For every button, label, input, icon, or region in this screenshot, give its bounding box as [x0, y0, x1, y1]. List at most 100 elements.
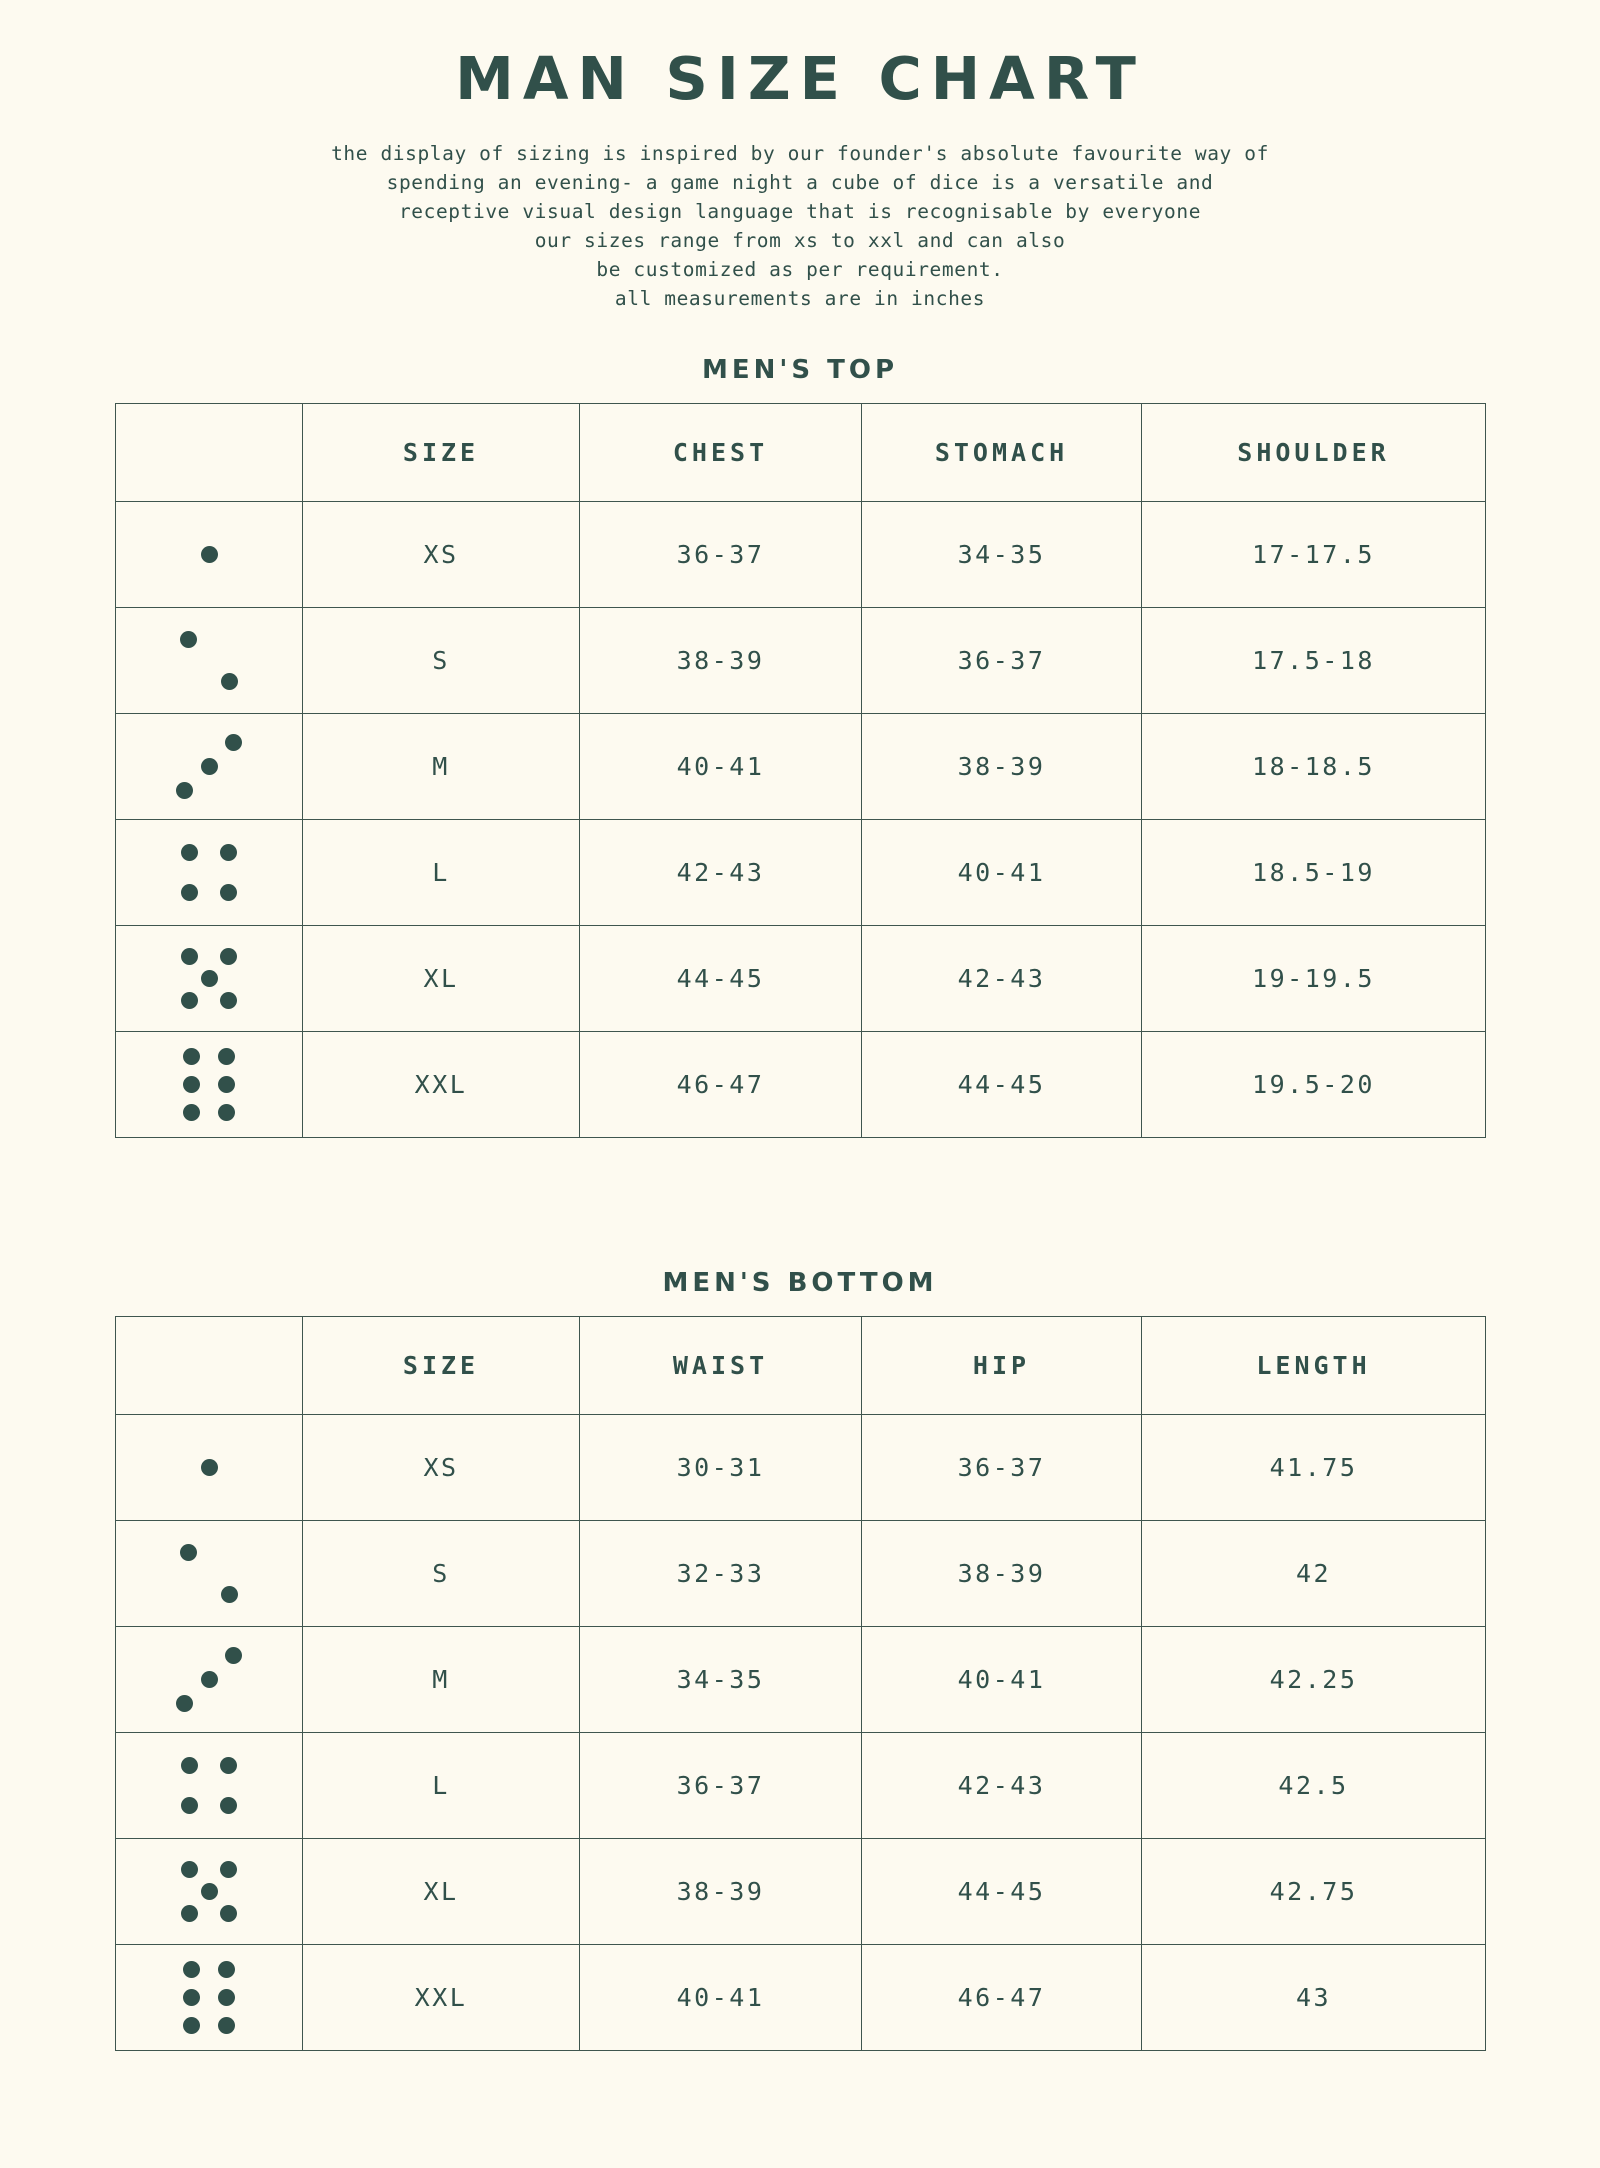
dice-pip [183, 2016, 201, 2034]
intro-line: receptive visual design language that is… [398, 200, 1202, 223]
table-row: L 42-43 40-41 18.5-19 [115, 819, 1486, 926]
measurement-cell: 36-37 [579, 501, 862, 608]
dice-pip [224, 733, 242, 751]
column-header-shoulder: SHOULDER [1141, 403, 1486, 502]
column-header-size: SIZE [302, 1316, 580, 1415]
dice-cell [115, 713, 303, 820]
measurement-cell: 46-47 [579, 1031, 862, 1138]
table-header-row: SIZE CHEST STOMACH SHOULDER [115, 403, 1486, 502]
measurement-cell: 44-45 [861, 1838, 1142, 1945]
section-title-bottom: MEN'S BOTTOM [662, 1268, 938, 1298]
dice-cell [115, 1031, 303, 1138]
table-spacer [115, 1138, 1485, 1268]
dice-pip [180, 1905, 198, 1923]
measurement-cell: 18-18.5 [1141, 713, 1486, 820]
size-cell: S [302, 607, 580, 714]
measurement-cell: 42.75 [1141, 1838, 1486, 1945]
dice-cell [115, 1732, 303, 1839]
dice-pip [180, 1757, 198, 1775]
intro-line: our sizes range from xs to xxl and can a… [534, 229, 1066, 252]
table-row: XXL 46-47 44-45 19.5-20 [115, 1031, 1486, 1138]
dice-pip [220, 947, 238, 965]
measurement-cell: 36-37 [579, 1732, 862, 1839]
intro-line: be customized as per requirement. [596, 258, 1004, 281]
section-title-top: MEN'S TOP [701, 355, 899, 385]
measurement-cell: 42.25 [1141, 1626, 1486, 1733]
size-cell: M [302, 713, 580, 820]
dice-pip [200, 1671, 218, 1688]
measurement-cell: 19.5-20 [1141, 1031, 1486, 1138]
dice-pip [220, 883, 238, 901]
dice-pip [200, 758, 218, 775]
measurement-cell: 38-39 [861, 1520, 1142, 1627]
dice-face-1 [166, 512, 252, 598]
dice-cell [115, 1520, 303, 1627]
dice-pip [179, 1544, 197, 1562]
column-header-size: SIZE [302, 403, 580, 502]
dice-pip [183, 1961, 201, 1979]
dice-face-2 [166, 618, 252, 704]
table-row: XXL 40-41 46-47 43 [115, 1944, 1486, 2051]
size-cell: XL [302, 1838, 580, 1945]
measurement-cell: 38-39 [861, 713, 1142, 820]
column-header-waist: WAIST [579, 1316, 862, 1415]
measurement-cell: 42-43 [861, 1732, 1142, 1839]
measurement-cell: 40-41 [579, 713, 862, 820]
measurement-cell: 42 [1141, 1520, 1486, 1627]
dice-cell [115, 607, 303, 714]
dice-pip [179, 631, 197, 649]
size-cell: M [302, 1626, 580, 1733]
table-row: S 38-39 36-37 17.5-18 [115, 607, 1486, 714]
dice-pip [217, 1989, 235, 2006]
measurement-cell: 43 [1141, 1944, 1486, 2051]
dice-pip [183, 1103, 201, 1121]
size-cell: L [302, 1732, 580, 1839]
dice-pip [200, 546, 218, 563]
measurement-cell: 18.5-19 [1141, 819, 1486, 926]
table-row: S 32-33 38-39 42 [115, 1520, 1486, 1627]
dice-pip [217, 1961, 235, 1979]
intro-line: spending an evening- a game night a cube… [386, 171, 1214, 194]
dice-face-5 [166, 936, 252, 1022]
size-cell: XXL [302, 1031, 580, 1138]
intro-line: all measurements are in inches [614, 287, 986, 310]
dice-face-3 [166, 724, 252, 810]
dice-pip [224, 1646, 242, 1664]
measurement-cell: 40-41 [861, 1626, 1142, 1733]
dice-face-3 [166, 1637, 252, 1723]
dice-face-6 [166, 1042, 252, 1128]
dice-face-5 [166, 1849, 252, 1935]
dice-pip [200, 970, 218, 987]
dice-pip [217, 1076, 235, 1093]
measurement-cell: 41.75 [1141, 1414, 1486, 1521]
measurement-cell: 30-31 [579, 1414, 862, 1521]
dice-face-4 [166, 830, 252, 916]
dice-cell [115, 501, 303, 608]
measurement-cell: 17.5-18 [1141, 607, 1486, 714]
dice-pip [183, 1076, 201, 1093]
dice-pip [217, 1048, 235, 1066]
dice-pip [180, 883, 198, 901]
dice-pip [221, 1585, 239, 1603]
measurement-cell: 34-35 [579, 1626, 862, 1733]
measurement-cell: 42-43 [861, 925, 1142, 1032]
measurement-cell: 40-41 [579, 1944, 862, 2051]
column-header-stomach: STOMACH [861, 403, 1142, 502]
size-cell: XS [302, 1414, 580, 1521]
measurement-cell: 42.5 [1141, 1732, 1486, 1839]
dice-pip [217, 1103, 235, 1121]
measurement-cell: 17-17.5 [1141, 501, 1486, 608]
dice-pip [180, 947, 198, 965]
table-row: M 34-35 40-41 42.25 [115, 1626, 1486, 1733]
dice-pip [220, 992, 238, 1010]
measurement-cell: 19-19.5 [1141, 925, 1486, 1032]
dice-pip [180, 844, 198, 862]
intro-paragraph: the display of sizing is inspired by our… [115, 139, 1485, 313]
dice-pip [220, 1905, 238, 1923]
measurement-cell: 42-43 [579, 819, 862, 926]
table-row: XL 44-45 42-43 19-19.5 [115, 925, 1486, 1032]
table-row: XS 36-37 34-35 17-17.5 [115, 501, 1486, 608]
dice-pip [180, 1796, 198, 1814]
measurement-cell: 44-45 [579, 925, 862, 1032]
measurement-cell: 34-35 [861, 501, 1142, 608]
